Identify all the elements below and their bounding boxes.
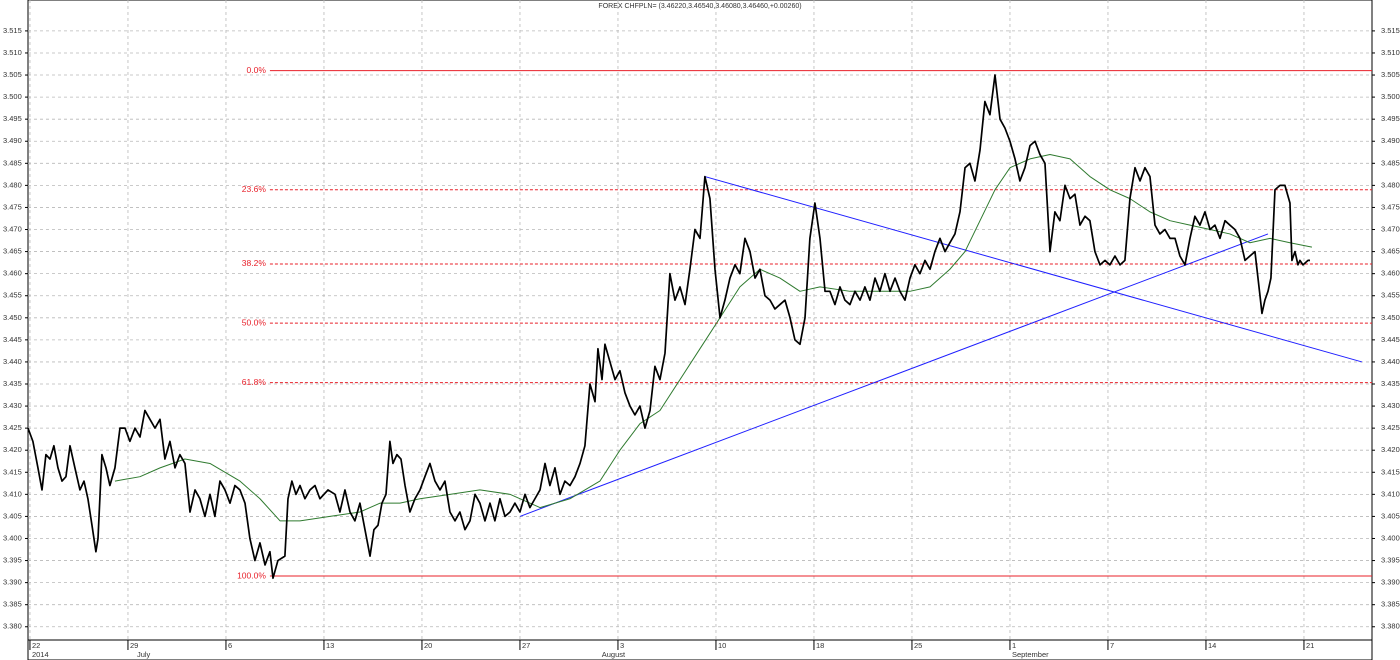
y-tick-label: 3.450 xyxy=(3,313,22,322)
y-tick-label: 3.515 xyxy=(1381,26,1400,35)
x-tick-label: 7 xyxy=(1110,641,1114,650)
y-tick-label: 3.400 xyxy=(3,533,22,542)
y-tick-label: 3.470 xyxy=(1381,225,1400,234)
y-tick-label: 3.415 xyxy=(3,467,22,476)
y-tick-label: 3.440 xyxy=(1381,357,1400,366)
fib-label: 50.0% xyxy=(242,317,267,327)
y-tick-label: 3.455 xyxy=(3,291,22,300)
y-tick-label: 3.405 xyxy=(1381,511,1400,520)
x-axis-frame xyxy=(27,639,1373,660)
x-tick-label: 20 xyxy=(424,641,432,650)
y-tick-label: 3.410 xyxy=(3,489,22,498)
y-tick-label: 3.510 xyxy=(1381,48,1400,57)
y-tick-label: 3.505 xyxy=(3,70,22,79)
x-tick-label: 3 xyxy=(620,641,624,650)
y-tick-label: 3.385 xyxy=(3,600,22,609)
x-tick-label: 13 xyxy=(326,641,334,650)
y-tick-label: 3.405 xyxy=(3,511,22,520)
y-tick-label: 3.485 xyxy=(3,158,22,167)
y-tick-label: 3.485 xyxy=(1381,158,1400,167)
x-tick-label: 14 xyxy=(1208,641,1216,650)
y-tick-label: 3.510 xyxy=(3,48,22,57)
fib-label: 38.2% xyxy=(242,258,267,268)
x-tick-label: 1 xyxy=(1012,641,1016,650)
y-tick-label: 3.500 xyxy=(3,92,22,101)
y-tick-label: 3.390 xyxy=(1381,578,1400,587)
y-tick-label: 3.410 xyxy=(1381,489,1400,498)
y-tick-label: 3.445 xyxy=(3,335,22,344)
y-tick-label: 3.415 xyxy=(1381,467,1400,476)
y-tick-label: 3.495 xyxy=(1381,114,1400,123)
month-label: August xyxy=(602,650,626,659)
x-tick-label: 29 xyxy=(130,641,138,650)
y-tick-label: 3.465 xyxy=(3,247,22,256)
x-tick-label: 22 xyxy=(32,641,40,650)
y-tick-label: 3.460 xyxy=(1381,269,1400,278)
y-tick-label: 3.490 xyxy=(3,136,22,145)
fib-label: 0.0% xyxy=(247,65,267,75)
y-tick-label: 3.480 xyxy=(1381,180,1400,189)
y-tick-label: 3.430 xyxy=(1381,401,1400,410)
y-tick-label: 3.390 xyxy=(3,578,22,587)
x-tick-label: 10 xyxy=(718,641,726,650)
y-tick-label: 3.380 xyxy=(3,622,22,631)
x-tick-label: 6 xyxy=(228,641,232,650)
y-tick-label: 3.490 xyxy=(1381,136,1400,145)
chart-title: FOREX CHFPLN= (3.46220,3.46540,3.46080,3… xyxy=(598,3,801,10)
y-tick-label: 3.420 xyxy=(1381,445,1400,454)
x-tick-label: 18 xyxy=(816,641,824,650)
y-tick-label: 3.435 xyxy=(1381,379,1400,388)
y-tick-label: 3.435 xyxy=(3,379,22,388)
y-tick-label: 3.430 xyxy=(3,401,22,410)
y-tick-label: 3.480 xyxy=(3,180,22,189)
y-tick-label: 3.455 xyxy=(1381,291,1400,300)
y-tick-label: 3.515 xyxy=(3,26,22,35)
month-label: July xyxy=(137,650,151,659)
y-tick-label: 3.465 xyxy=(1381,247,1400,256)
month-label: 2014 xyxy=(32,650,49,659)
x-tick-label: 27 xyxy=(522,641,530,650)
y-tick-label: 3.400 xyxy=(1381,533,1400,542)
y-tick-label: 3.425 xyxy=(1381,423,1400,432)
fib-label: 61.8% xyxy=(242,377,267,387)
trend-line xyxy=(519,233,1269,517)
y-tick-label: 3.500 xyxy=(1381,92,1400,101)
fib-label: 23.6% xyxy=(242,184,267,194)
y-tick-label: 3.385 xyxy=(1381,600,1400,609)
fib-label: 100.0% xyxy=(237,570,266,580)
y-tick-label: 3.445 xyxy=(1381,335,1400,344)
y-tick-label: 3.475 xyxy=(3,202,22,211)
x-tick-label: 25 xyxy=(914,641,922,650)
x-tick-label: 21 xyxy=(1306,641,1314,650)
y-tick-label: 3.505 xyxy=(1381,70,1400,79)
y-tick-label: 3.470 xyxy=(3,225,22,234)
y-tick-label: 3.460 xyxy=(3,269,22,278)
y-tick-label: 3.450 xyxy=(1381,313,1400,322)
y-tick-label: 3.475 xyxy=(1381,202,1400,211)
y-tick-label: 3.420 xyxy=(3,445,22,454)
price-line xyxy=(27,74,1310,580)
y-tick-label: 3.395 xyxy=(3,556,22,565)
month-label: September xyxy=(1012,650,1049,659)
y-tick-label: 3.440 xyxy=(3,357,22,366)
y-tick-label: 3.395 xyxy=(1381,556,1400,565)
y-tick-label: 3.495 xyxy=(3,114,22,123)
y-tick-label: 3.425 xyxy=(3,423,22,432)
y-tick-label: 3.380 xyxy=(1381,622,1400,631)
